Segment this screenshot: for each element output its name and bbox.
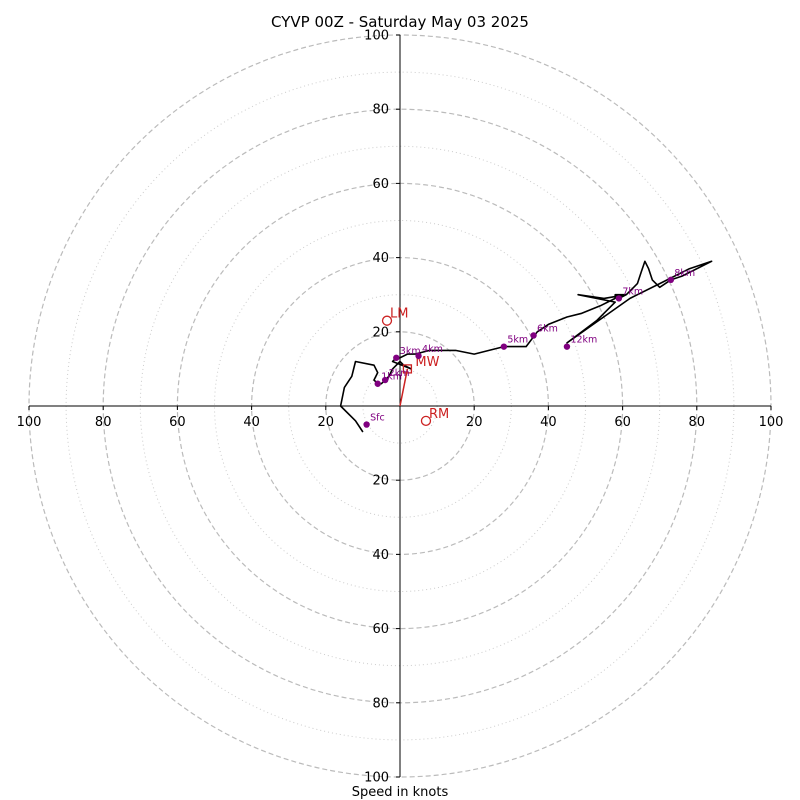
y-tick-label: 80	[372, 103, 389, 118]
mean-wind-layer: MW	[399, 355, 440, 407]
mean-wind-marker	[402, 364, 413, 374]
chart-title: CYVP 00Z - Saturday May 03 2025	[271, 13, 529, 31]
y-tick-label: 60	[372, 177, 389, 192]
height-label-8km: 8km	[674, 268, 695, 279]
x-tick-label: 20	[466, 415, 483, 430]
x-tick-label: 40	[540, 415, 557, 430]
height-marker-2km	[381, 376, 389, 384]
x-tick-label: 100	[17, 415, 42, 430]
height-label-2km: 2km	[389, 368, 410, 379]
y-tick-label: 60	[372, 622, 389, 637]
y-tick-label: 20	[372, 474, 389, 489]
x-tick-label: 100	[759, 415, 784, 430]
lm-label: LM	[390, 307, 408, 322]
height-marker-Sfc	[363, 421, 370, 428]
height-label-4km: 4km	[422, 344, 443, 355]
y-tick-label: 100	[364, 29, 389, 44]
storm-motion-markers: LM RM	[381, 307, 449, 426]
lm-marker	[381, 315, 393, 326]
height-marker-1km	[374, 380, 381, 387]
height-label-7km: 7km	[622, 286, 643, 297]
rm-label: RM	[429, 407, 449, 422]
x-tick-label: 20	[318, 415, 335, 430]
height-marker-7km	[615, 295, 623, 302]
height-label-Sfc: Sfc	[370, 413, 385, 424]
y-tick-label: 40	[372, 548, 389, 563]
rm-marker	[420, 415, 432, 426]
height-marker-8km	[667, 276, 675, 284]
x-tick-label: 40	[243, 415, 260, 430]
height-marker-6km	[530, 332, 537, 339]
x-tick-label: 80	[95, 415, 112, 430]
height-label-1km: 1km	[381, 372, 402, 383]
height-label-3km: 3km	[400, 346, 421, 357]
height-marker-5km	[500, 343, 508, 350]
height-marker-3km	[393, 354, 400, 361]
x-axis-label: Speed in knots	[352, 785, 449, 800]
y-tick-label: 40	[372, 251, 389, 266]
y-tick-label: 100	[364, 771, 389, 786]
height-marker-12km	[563, 343, 571, 350]
x-tick-label: 60	[169, 415, 186, 430]
height-label-5km: 5km	[507, 335, 528, 346]
mean-wind-vector	[399, 368, 409, 407]
x-tick-label: 80	[689, 415, 706, 430]
y-tick-label: 80	[372, 696, 389, 711]
y-tick-label: 20	[372, 325, 389, 340]
x-tick-label: 60	[614, 415, 631, 430]
height-label-12km: 12km	[570, 335, 597, 346]
height-label-6km: 6km	[537, 324, 558, 335]
height-marker-4km	[415, 352, 422, 360]
mean-wind-label: MW	[415, 355, 439, 370]
tick-labels: 100 80 60 40 20 20 40 60 80 100 100 80 60 40 20 20 40 60 8…	[17, 29, 784, 786]
